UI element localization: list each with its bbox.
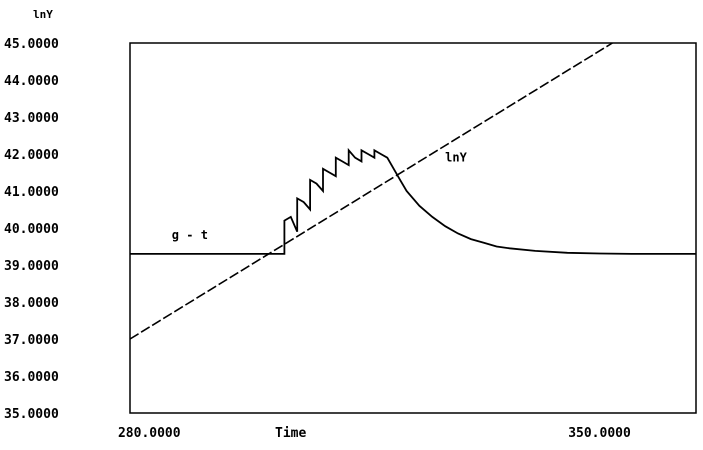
y-tick-label: 44.0000: [4, 74, 59, 89]
series-label-g-t: g - t: [172, 228, 208, 242]
series-label-lnY: lnY: [445, 150, 467, 164]
plot-area: [129, 42, 697, 414]
y-tick-label: 37.0000: [4, 333, 59, 348]
y-tick-label: 45.0000: [4, 37, 59, 52]
series-line-lnY: [129, 42, 613, 340]
series-line-g-t: [130, 147, 696, 255]
x-axis-label: Time: [275, 426, 306, 441]
y-axis-label: lnY: [33, 8, 53, 21]
y-tick-label: 43.0000: [4, 111, 59, 126]
x-axis: 280.0000 350.0000: [118, 426, 631, 441]
y-tick-label: 40.0000: [4, 222, 59, 237]
x-tick-label: 350.0000: [568, 426, 631, 441]
y-tick-label: 36.0000: [4, 370, 59, 385]
y-tick-label: 39.0000: [4, 259, 59, 274]
y-tick-label: 41.0000: [4, 185, 59, 200]
y-tick-label: 35.0000: [4, 407, 59, 422]
series-layer: g - t lnY: [129, 42, 696, 340]
y-tick-label: 38.0000: [4, 296, 59, 311]
y-tick-label: 42.0000: [4, 148, 59, 163]
y-axis: 35.0000 36.0000 37.0000 38.0000 39.0000 40.00…: [4, 37, 59, 422]
x-tick-label: 280.0000: [118, 426, 181, 441]
